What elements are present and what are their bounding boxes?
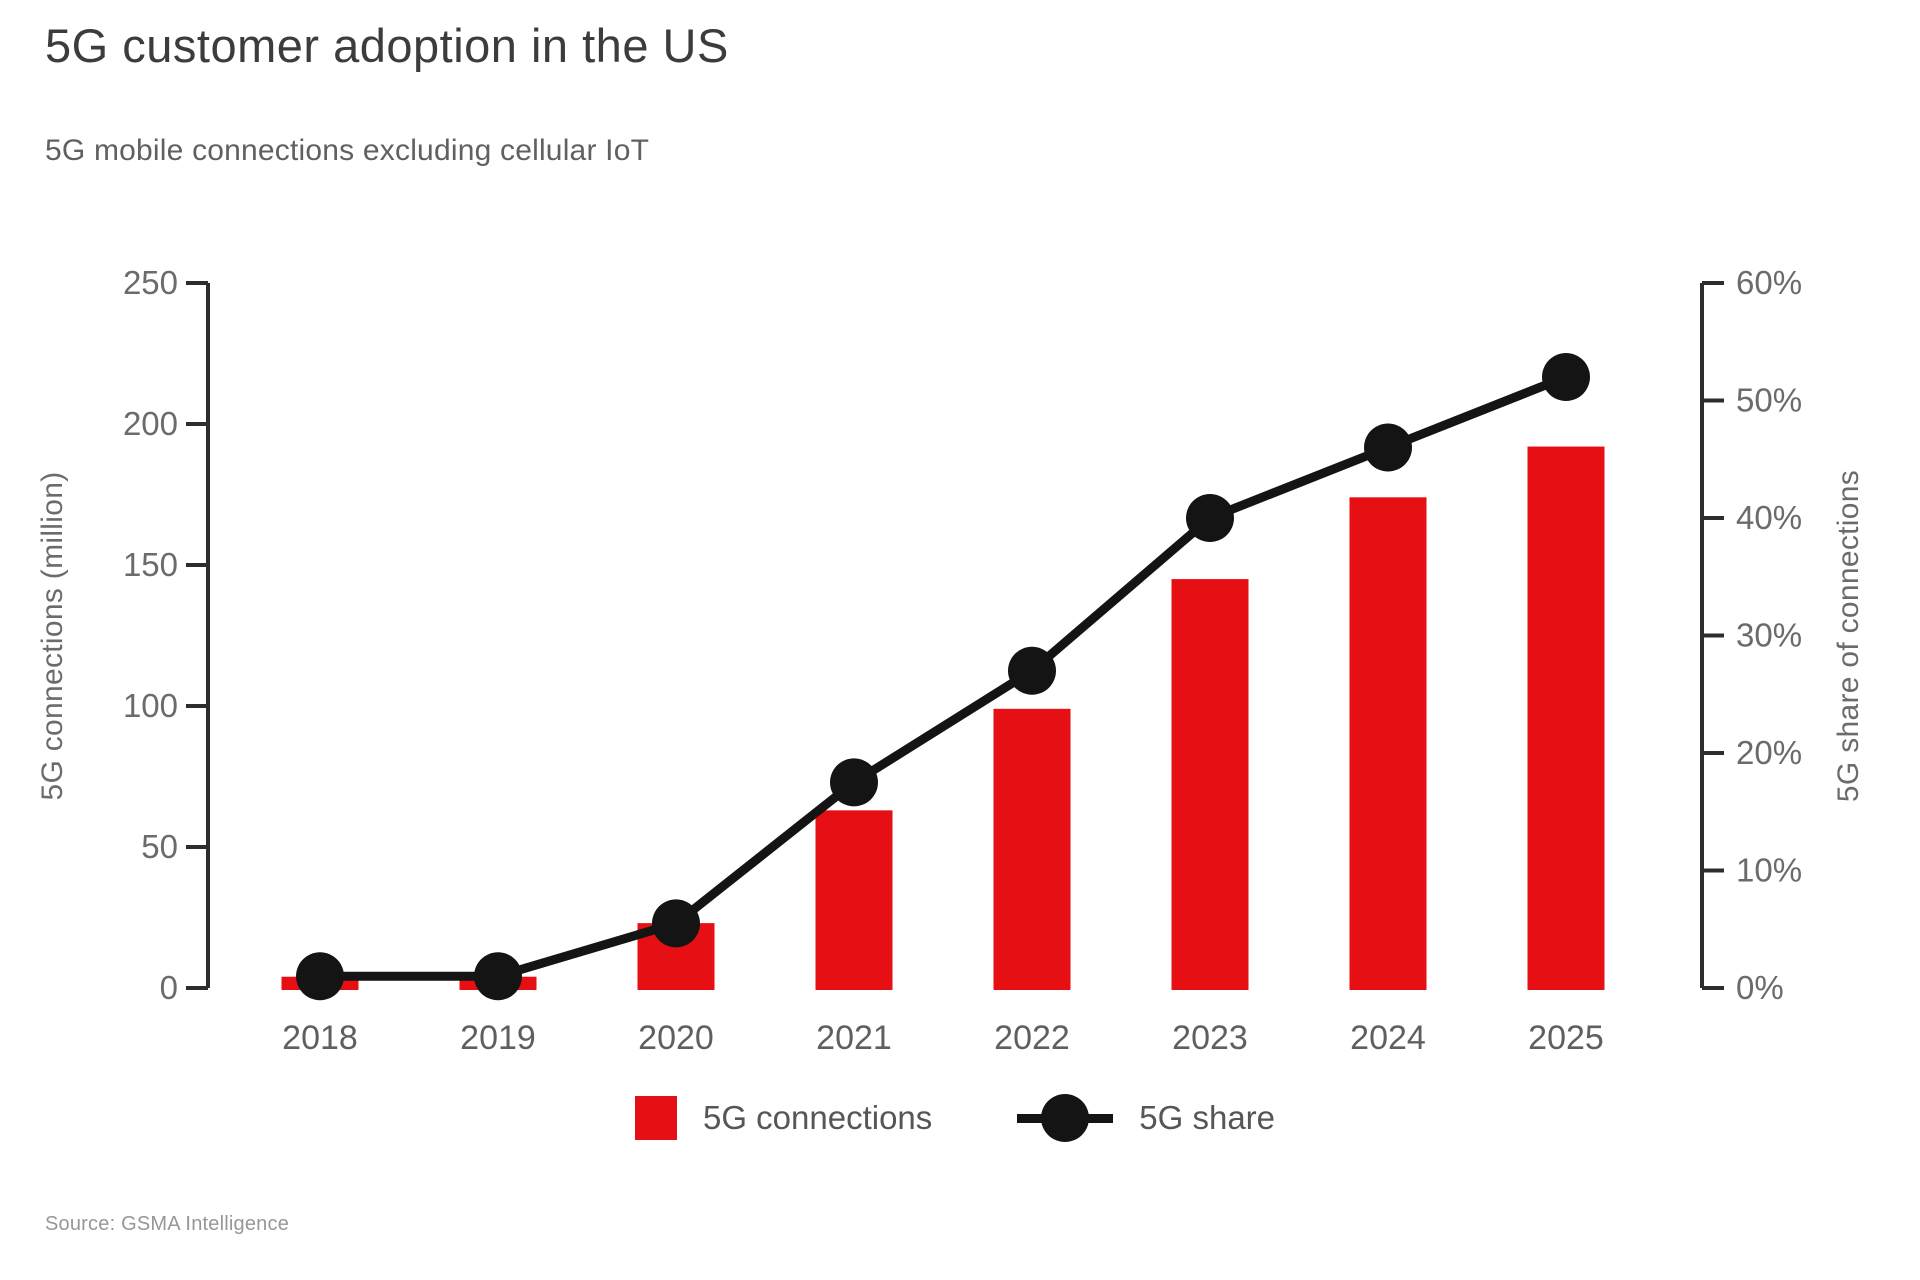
x-axis-label-2021: 2021 — [816, 1019, 892, 1057]
left-axis-tick-label: 50 — [141, 828, 178, 865]
share-dot-2024 — [1364, 423, 1412, 472]
bar-2025 — [1527, 446, 1605, 990]
left-axis-tick-label: 0 — [160, 969, 178, 1006]
right-axis-tick-label: 50% — [1736, 382, 1802, 419]
bar-2022 — [993, 708, 1071, 990]
chart-legend: 5G connections 5G share — [208, 1094, 1702, 1142]
x-axis-label-2022: 2022 — [994, 1019, 1070, 1057]
share-dot-2025 — [1542, 353, 1590, 401]
share-dot-2022 — [1008, 646, 1056, 695]
x-axis-label-2025: 2025 — [1528, 1019, 1604, 1057]
bar-2023 — [1171, 579, 1249, 990]
right-axis-tick-label: 20% — [1736, 734, 1802, 771]
share-dot-2018 — [296, 952, 344, 1001]
right-axis-tick-label: 30% — [1736, 617, 1802, 654]
share-dot-2019 — [474, 952, 522, 1001]
x-axis-label-2019: 2019 — [460, 1019, 536, 1057]
chart-subtitle: 5G mobile connections excluding cellular… — [45, 134, 650, 167]
share-dot-2023 — [1186, 494, 1234, 542]
share-line — [320, 372, 1568, 981]
chart-title: 5G customer adoption in the US — [45, 19, 729, 72]
right-axis-tick-label: 40% — [1736, 499, 1802, 536]
left-axis-title: 5G connections (million) — [36, 472, 69, 801]
left-axis-tick-label: 200 — [123, 405, 178, 442]
left-axis-tick-label: 150 — [123, 546, 178, 583]
right-axis-tick-label: 0% — [1736, 969, 1784, 1006]
legend-label-share: 5G share — [1139, 1099, 1276, 1136]
bar-swatch-icon — [634, 1096, 677, 1140]
dot-marker-icon — [1041, 1094, 1090, 1142]
legend-item-connections: 5G connections — [634, 1096, 933, 1140]
bar-2021 — [815, 810, 893, 990]
legend-item-share: 5G share — [1017, 1094, 1275, 1142]
share-dot-2020 — [652, 899, 700, 948]
left-axis-tick-label: 100 — [123, 687, 178, 724]
x-axis-label-2018: 2018 — [282, 1019, 358, 1057]
right-axis-tick-label: 60% — [1736, 264, 1802, 301]
source-note: Source: GSMA Intelligence — [45, 1213, 290, 1235]
x-axis-label-2024: 2024 — [1350, 1019, 1426, 1057]
bar-2024 — [1349, 497, 1427, 990]
legend-label-connections: 5G connections — [702, 1099, 933, 1136]
right-axis-tick-label: 10% — [1736, 852, 1802, 889]
dot-line-swatch-icon — [1017, 1094, 1114, 1142]
left-axis-tick-label: 250 — [123, 264, 178, 301]
x-axis-label-2020: 2020 — [638, 1019, 714, 1057]
share-dot-2021 — [830, 758, 878, 807]
x-axis-label-2023: 2023 — [1172, 1019, 1248, 1057]
right-axis-title: 5G share of connections — [1832, 470, 1865, 802]
